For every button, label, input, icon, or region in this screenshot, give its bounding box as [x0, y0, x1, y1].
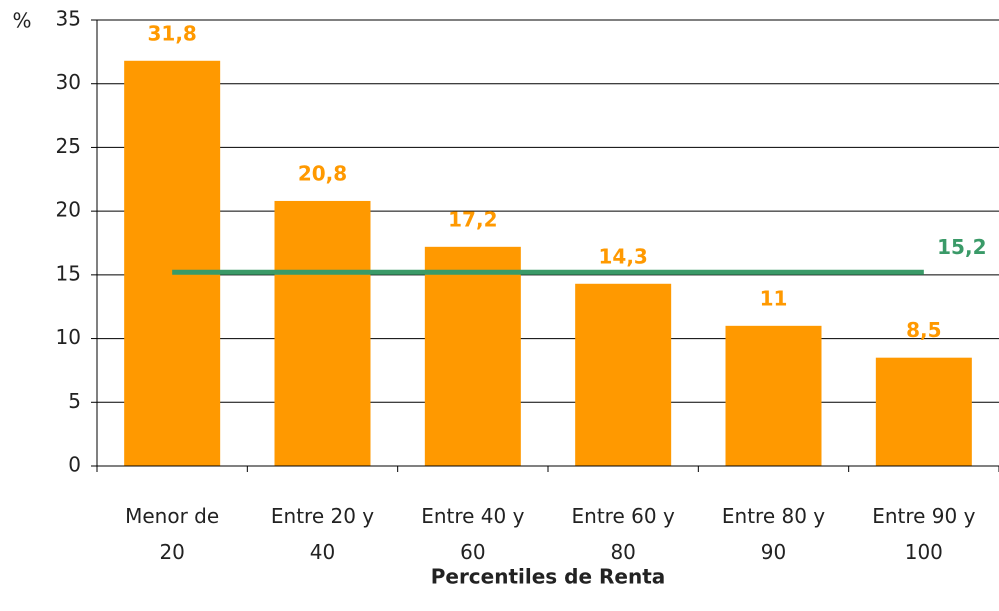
x-tick-label: Menor de 20: [125, 504, 219, 564]
y-tick-label: 20: [56, 198, 81, 222]
value-label: 15,2: [937, 235, 986, 259]
y-tick-label: 10: [56, 325, 81, 349]
value-label: 11: [760, 286, 788, 310]
bar: [424, 246, 521, 466]
x-tick-label: Entre 20 y 40: [271, 504, 374, 564]
bar: [875, 357, 972, 466]
bar: [725, 325, 822, 466]
y-tick-label: 30: [56, 70, 81, 94]
bar: [274, 200, 371, 466]
x-tick-label: Entre 90 y 100: [872, 504, 975, 564]
x-axis-label: Percentiles de Renta: [431, 565, 666, 589]
bar: [124, 60, 221, 467]
value-label: 31,8: [147, 21, 196, 45]
value-label: 20,8: [298, 161, 347, 185]
y-tick-label: 5: [68, 389, 81, 413]
value-label: 17,2: [448, 207, 497, 231]
y-tick-label: 15: [56, 261, 81, 285]
x-tick-label: Entre 80 y 90: [722, 504, 825, 564]
y-tick-label: 0: [68, 453, 81, 477]
y-tick-label: 25: [56, 134, 81, 158]
value-label: 14,3: [598, 244, 647, 268]
value-label: 8,5: [906, 318, 941, 342]
bar: [575, 283, 672, 466]
y-tick-label: 35: [56, 7, 81, 31]
y-axis-label: %: [12, 9, 31, 33]
x-tick-label: Entre 60 y 80: [572, 504, 675, 564]
x-tick-label: Entre 40 y 60: [421, 504, 524, 564]
